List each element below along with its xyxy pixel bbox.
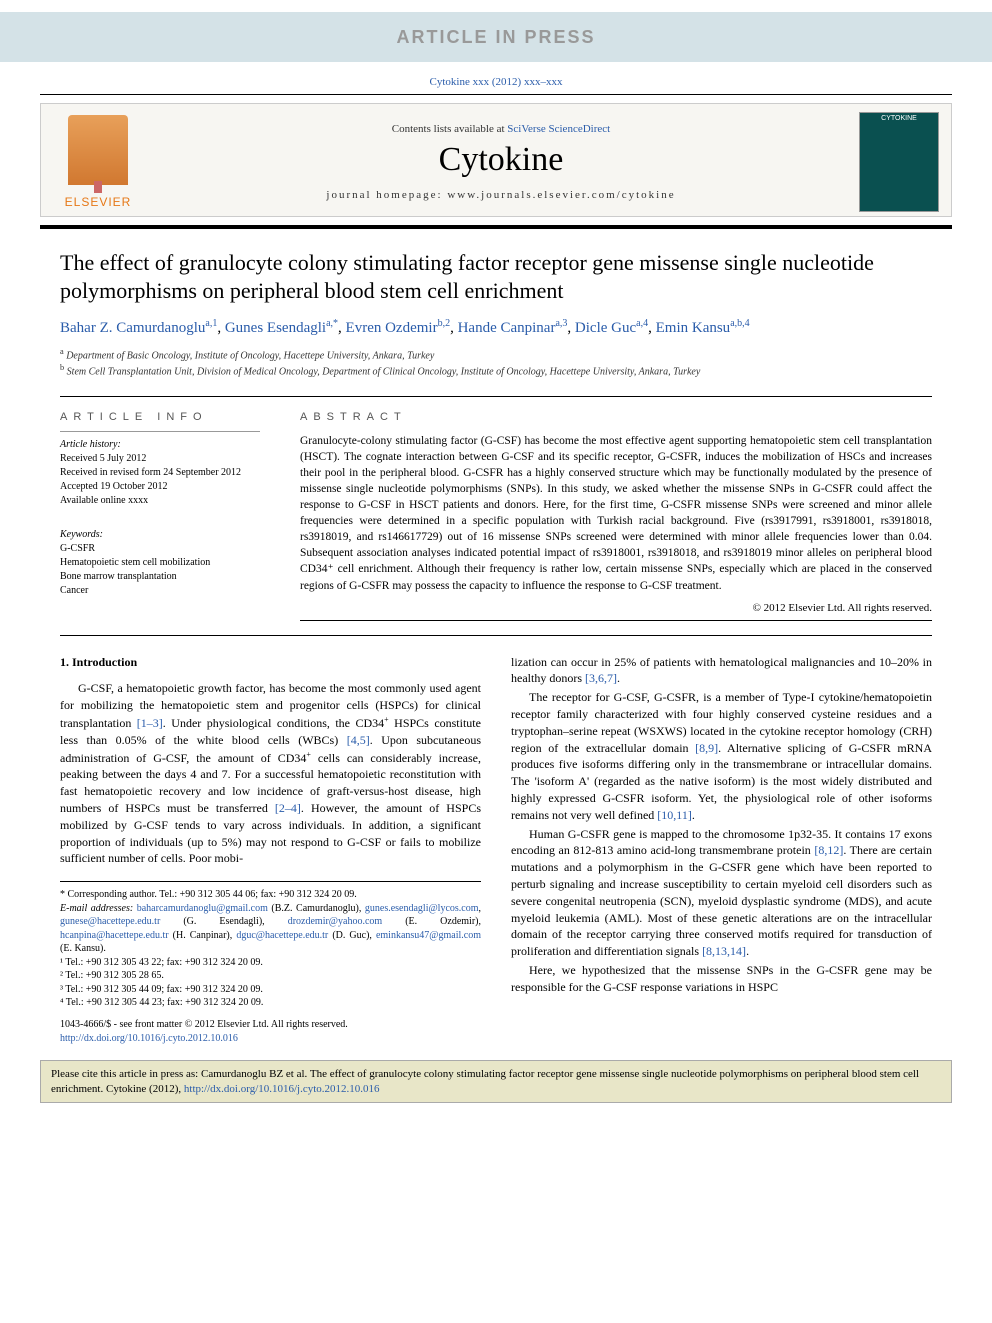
footer-rights: 1043-4666/$ - see front matter © 2012 El… xyxy=(60,1018,481,1046)
body-col-right: lization can occur in 25% of patients wi… xyxy=(511,654,932,1046)
homepage-url: www.journals.elsevier.com/cytokine xyxy=(447,189,675,201)
author-3[interactable]: Evren Ozdemir xyxy=(346,320,438,336)
corresponding-author: * Corresponding author. Tel.: +90 312 30… xyxy=(60,888,481,902)
author-list: Bahar Z. Camurdanoglua,1, Gunes Esendagl… xyxy=(60,318,932,337)
article-history: Article history: Received 5 July 2012 Re… xyxy=(60,431,260,514)
tel-2: ² Tel.: +90 312 305 28 65. xyxy=(60,969,481,983)
affiliation-b: b Stem Cell Transplantation Unit, Divisi… xyxy=(60,363,932,377)
abstract-header: ABSTRACT xyxy=(300,411,932,423)
publisher-name: ELSEVIER xyxy=(65,195,132,209)
abstract-column: ABSTRACT Granulocyte-colony stimulating … xyxy=(280,397,932,635)
keywords-block: Keywords: G-CSFR Hematopoietic stem cell… xyxy=(60,522,260,604)
ref-link[interactable]: [8,12] xyxy=(814,843,843,857)
homepage-line: journal homepage: www.journals.elsevier.… xyxy=(143,189,859,201)
in-press-banner: ARTICLE IN PRESS xyxy=(0,12,992,62)
info-header: ARTICLE INFO xyxy=(60,411,260,423)
journal-header-card: ELSEVIER Contents lists available at Sci… xyxy=(40,103,952,217)
sciencedirect-link[interactable]: SciVerse ScienceDirect xyxy=(507,123,610,135)
intro-para-3: Human G-CSFR gene is mapped to the chrom… xyxy=(511,826,932,960)
publisher-logo[interactable]: ELSEVIER xyxy=(53,115,143,209)
footnotes: * Corresponding author. Tel.: +90 312 30… xyxy=(60,881,481,1010)
tel-1: ¹ Tel.: +90 312 305 43 22; fax: +90 312 … xyxy=(60,956,481,970)
ref-link[interactable]: [1–3] xyxy=(137,716,163,730)
cover-title: CYTOKINE xyxy=(860,113,938,124)
author-5[interactable]: Dicle Guc xyxy=(575,320,636,336)
please-cite-box: Please cite this article in press as: Ca… xyxy=(40,1060,952,1104)
intro-para-4: Here, we hypothesized that the missense … xyxy=(511,962,932,996)
author-6[interactable]: Emin Kansu xyxy=(656,320,731,336)
article-title: The effect of granulocyte colony stimula… xyxy=(60,249,932,304)
author-4[interactable]: Hande Canpinar xyxy=(458,320,556,336)
ref-link[interactable]: [2–4] xyxy=(275,801,301,815)
tel-4: ⁴ Tel.: +90 312 305 44 23; fax: +90 312 … xyxy=(60,996,481,1010)
abstract-copyright: © 2012 Elsevier Ltd. All rights reserved… xyxy=(300,602,932,614)
intro-para-2: The receptor for G-CSF, G-CSFR, is a mem… xyxy=(511,689,932,823)
intro-para-1: G-CSF, a hematopoietic growth factor, ha… xyxy=(60,680,481,867)
journal-cover-thumb[interactable]: CYTOKINE xyxy=(859,112,939,212)
author-1[interactable]: Bahar Z. Camurdanoglu xyxy=(60,320,205,336)
article-info-column: ARTICLE INFO Article history: Received 5… xyxy=(60,397,280,635)
intro-para-1b: lization can occur in 25% of patients wi… xyxy=(511,654,932,688)
banner-text: ARTICLE IN PRESS xyxy=(396,27,595,48)
body-col-left: 1. Introduction G-CSF, a hematopoietic g… xyxy=(60,654,481,1046)
top-citation: Cytokine xxx (2012) xxx–xxx xyxy=(0,70,992,94)
doi-link[interactable]: http://dx.doi.org/10.1016/j.cyto.2012.10… xyxy=(60,1033,238,1044)
top-citation-link[interactable]: Cytokine xxx (2012) xxx–xxx xyxy=(430,76,563,88)
ref-link[interactable]: [3,6,7] xyxy=(585,671,617,685)
affiliation-a: a Department of Basic Oncology, Institut… xyxy=(60,347,932,361)
contents-line: Contents lists available at SciVerse Sci… xyxy=(143,123,859,135)
tel-3: ³ Tel.: +90 312 305 44 09; fax: +90 312 … xyxy=(60,983,481,997)
email-addresses: E-mail addresses: baharcamurdanoglu@gmai… xyxy=(60,902,481,956)
ref-link[interactable]: [8,9] xyxy=(695,741,718,755)
elsevier-tree-icon xyxy=(68,115,128,185)
ref-link[interactable]: [10,11] xyxy=(657,808,692,822)
author-2[interactable]: Gunes Esendagli xyxy=(225,320,326,336)
ref-link[interactable]: [8,13,14] xyxy=(702,944,746,958)
ref-link[interactable]: [4,5] xyxy=(347,733,370,747)
abstract-text: Granulocyte-colony stimulating factor (G… xyxy=(300,433,932,594)
section-heading: 1. Introduction xyxy=(60,654,481,671)
citebox-doi-link[interactable]: http://dx.doi.org/10.1016/j.cyto.2012.10… xyxy=(184,1083,380,1095)
journal-name: Cytokine xyxy=(143,141,859,179)
